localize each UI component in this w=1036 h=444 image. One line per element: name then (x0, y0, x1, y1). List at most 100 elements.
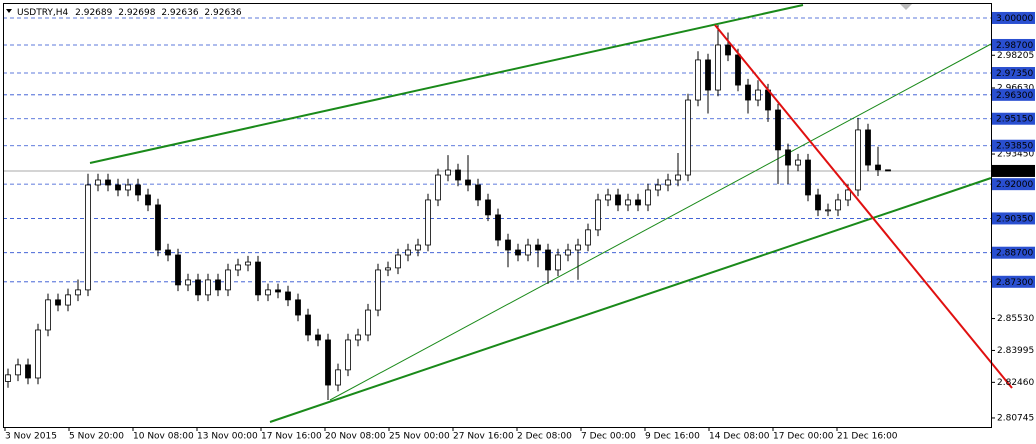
level-box (992, 139, 1035, 152)
candle-body (435, 174, 441, 201)
candle-body (145, 194, 151, 206)
header-high: 2.92698 (118, 8, 155, 18)
level-box (992, 112, 1035, 125)
candle-body (745, 84, 751, 101)
candle-body (185, 279, 191, 286)
candle-body (635, 199, 641, 206)
y-tick-label: 2.83995 (997, 346, 1034, 356)
candle-body (65, 294, 71, 306)
candle-body (15, 364, 21, 376)
level-label: 2.97350 (996, 69, 1033, 79)
plot-frame (3, 3, 992, 428)
candle-body (605, 194, 611, 201)
candle-body (475, 184, 481, 201)
x-tick-label: 10 Nov 08:00 (133, 432, 194, 442)
candle-body (165, 249, 171, 256)
candle-body (615, 194, 621, 206)
candle-body (75, 289, 81, 296)
candle-body (405, 249, 411, 256)
candle-body (385, 267, 391, 271)
x-tick-label: 7 Dec 00:00 (581, 432, 636, 442)
candle-body (355, 334, 361, 341)
x-tick-label: 21 Dec 16:00 (837, 432, 898, 442)
candle-body (675, 174, 681, 181)
candle-body (705, 59, 711, 91)
candle-body (225, 269, 231, 291)
candle-body (205, 279, 211, 296)
candle-body (855, 129, 861, 191)
level-box (992, 38, 1035, 51)
y-tick-label: 2.98205 (997, 51, 1034, 61)
candle-body (845, 189, 851, 201)
level-label: 2.95150 (996, 115, 1033, 125)
trend-line (89, 4, 804, 164)
level-label: 2.92000 (996, 180, 1033, 190)
x-tick-label: 25 Nov 00:00 (389, 432, 450, 442)
level-label: 2.96300 (996, 91, 1033, 101)
scroll-arrow[interactable] (900, 4, 912, 10)
candle-body (695, 59, 701, 101)
candle-body (495, 214, 501, 241)
candle-body (655, 184, 661, 191)
candle-body (295, 299, 301, 316)
candle-body (195, 279, 201, 296)
candle-body (715, 44, 721, 91)
header-open: 2.92689 (75, 8, 112, 18)
candle-body (865, 129, 871, 166)
candle-body (875, 164, 881, 171)
y-tick-label: 2.93450 (997, 150, 1034, 160)
x-tick-label: 13 Nov 00:00 (197, 432, 258, 442)
y-tick-label: 2.80745 (997, 413, 1034, 423)
candle-body (415, 244, 421, 251)
level-box (992, 212, 1035, 225)
level-label: 2.98700 (996, 41, 1033, 51)
trend-lines (89, 4, 992, 423)
menu-arrow[interactable] (6, 9, 12, 13)
candle-body (45, 299, 51, 331)
candle-body (515, 249, 521, 256)
x-tick-label: 17 Dec 00:00 (773, 432, 834, 442)
y-tick-label: 2.85530 (997, 314, 1034, 324)
level-label: 2.88700 (996, 249, 1033, 259)
x-tick-label: 5 Nov 20:00 (69, 432, 124, 442)
candle-body (275, 289, 281, 293)
price-label: 2.92636 (996, 167, 1033, 177)
trend-line (329, 43, 992, 401)
candle-body (565, 249, 571, 256)
candle-body (795, 159, 801, 166)
candle-body (95, 179, 101, 186)
y-tick-label: 2.96630 (997, 83, 1034, 93)
candle-body (815, 194, 821, 211)
price-box (992, 164, 1035, 177)
level-label: 2.90350 (996, 214, 1033, 224)
candle-body (325, 339, 331, 386)
level-label: 3.00000 (996, 14, 1033, 24)
candle-body (755, 89, 761, 101)
candle-body (155, 204, 161, 251)
candle-body (455, 169, 461, 181)
candle-body (645, 189, 651, 206)
trend-line (269, 177, 992, 423)
candle-body (735, 54, 741, 86)
level-box (992, 178, 1035, 191)
level-box (992, 246, 1035, 259)
candle-body (775, 109, 781, 151)
candle-body (265, 289, 271, 296)
candle-body (465, 179, 471, 186)
candle-body (375, 269, 381, 311)
candle-body (125, 184, 131, 191)
candle-body (785, 149, 791, 166)
candle-body (555, 254, 561, 271)
candle-body (35, 329, 41, 379)
candle-body (255, 261, 261, 296)
candle-body (485, 199, 491, 216)
candle-body (5, 374, 11, 382)
header-low: 2.92636 (161, 8, 198, 18)
candle-body (595, 199, 601, 231)
candle-body (25, 364, 31, 379)
level-label: 2.87300 (996, 278, 1033, 288)
candle-body (805, 159, 811, 196)
candle-body (135, 184, 141, 196)
x-tick-label: 17 Nov 16:00 (261, 432, 322, 442)
